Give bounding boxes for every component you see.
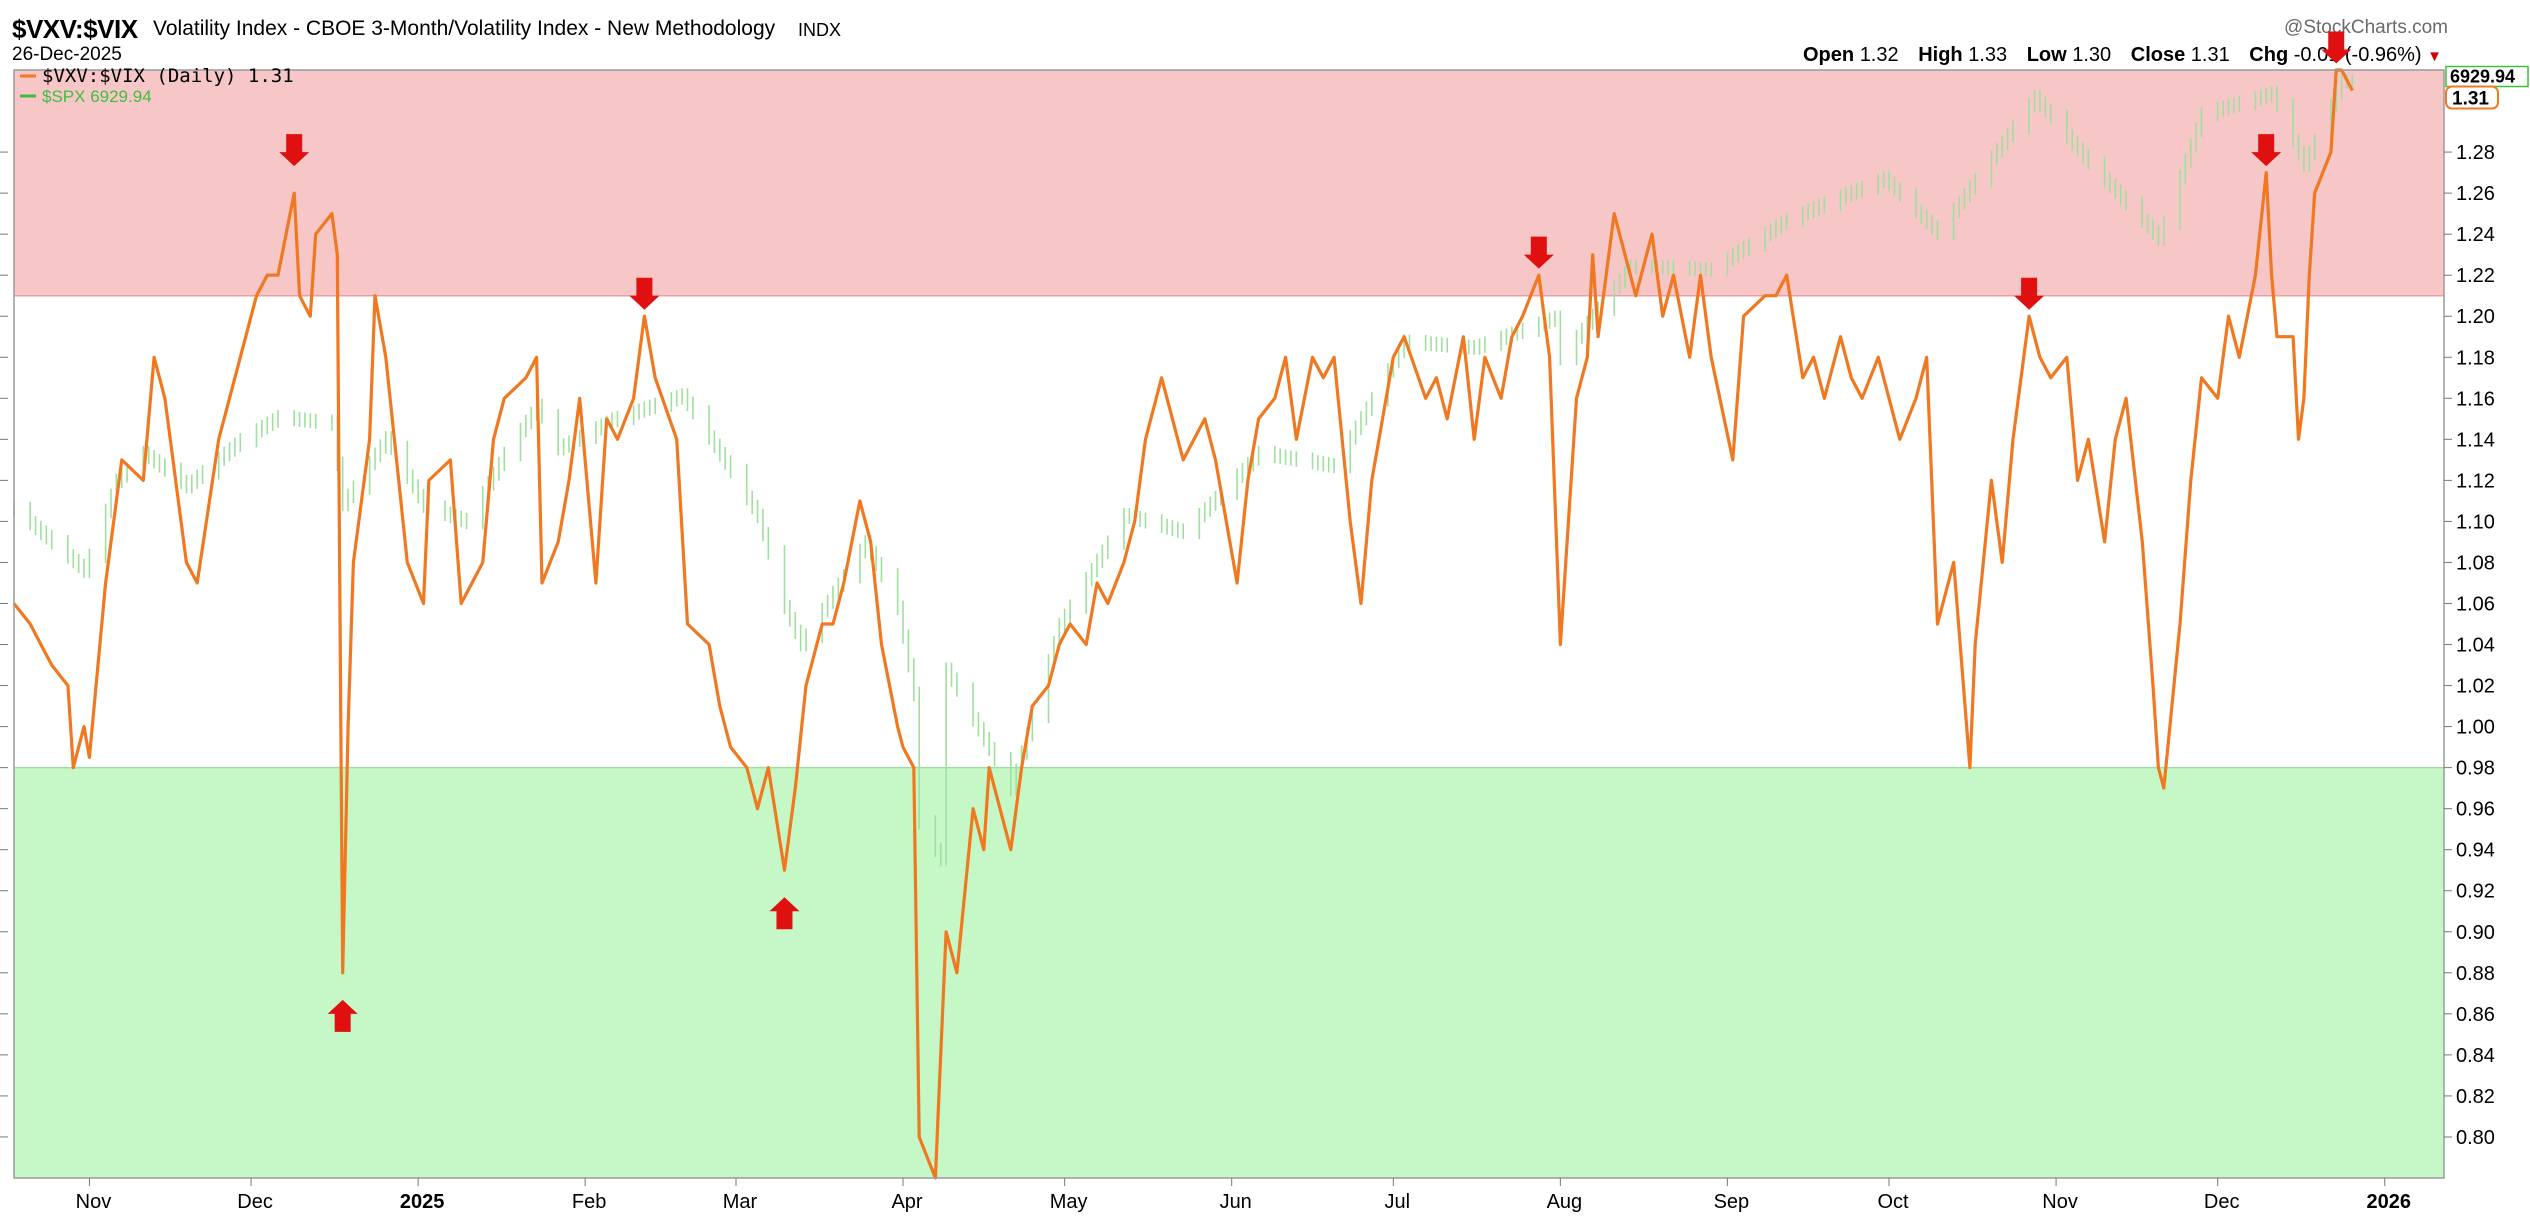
x-tick-label: Aug [1547, 1191, 1583, 1213]
y-tick-label: 1.28 [2456, 142, 2495, 164]
down-arrow-icon [2321, 31, 2352, 64]
chart-description: Volatility Index - CBOE 3-Month/Volatili… [153, 17, 776, 40]
y-tick-label: 0.92 [2456, 881, 2495, 903]
change-label: Chg [2249, 44, 2289, 66]
annotation-arrows [279, 31, 2352, 1032]
chart-symbol: $VXV:$VIX [12, 14, 138, 44]
open-value: 1.32 [1859, 44, 1899, 66]
down-arrow-icon [2251, 134, 2282, 167]
y-tick-label: 1.10 [2456, 511, 2495, 533]
x-tick-label: Sep [1714, 1191, 1750, 1213]
y-tick-label: 1.14 [2456, 429, 2495, 451]
chart-date: 26-Dec-2025 [12, 44, 122, 65]
down-arrow-icon [629, 277, 660, 310]
y-tick-label: 1.12 [2456, 470, 2495, 492]
y-tick-label: 1.04 [2456, 635, 2495, 657]
spx-last-value: 6929.94 [2450, 67, 2515, 87]
y-tick-label: 1.22 [2456, 265, 2495, 287]
legend-label: $VXV:$VIX (Daily) 1.31 [42, 65, 294, 87]
down-arrow-icon [1523, 236, 1554, 269]
x-axis: Nov Dec 2025 Feb Mar Apr May Jun Jul Aug Sep Oct Nov… [76, 1178, 2411, 1213]
low-value: 1.30 [2072, 44, 2112, 66]
y-tick-label: 1.26 [2456, 183, 2495, 205]
y-tick-label: 1.24 [2456, 224, 2495, 246]
up-arrow-icon [327, 999, 358, 1032]
x-tick-label: Oct [1877, 1191, 1909, 1213]
high-label: High [1918, 44, 1963, 66]
y-tick-label: 1.16 [2456, 388, 2495, 410]
plot-frame [13, 69, 2445, 1179]
x-tick-label: Apr [891, 1191, 922, 1213]
ratio-last-tag [2445, 85, 2499, 110]
close-label: Close [2130, 44, 2186, 66]
y-tick-label: 1.08 [2456, 552, 2495, 574]
spx-series [13, 73, 2354, 867]
x-tick-label: Mar [723, 1191, 758, 1213]
down-arrow-icon [279, 134, 310, 167]
x-tick-label: Dec [2204, 1191, 2240, 1213]
zone-layer [14, 70, 2444, 1178]
x-tick-label: Feb [572, 1191, 606, 1213]
y-tick-label: 0.86 [2456, 1004, 2495, 1026]
y-tick-label: 0.84 [2456, 1045, 2495, 1067]
y-axis: 0.80 0.82 0.84 0.86 0.88 0.90 0.92 0.94 0.96 0.98… [2444, 142, 2495, 1149]
y-tick-label: 0.88 [2456, 963, 2495, 985]
x-tick-label: Dec [237, 1191, 273, 1213]
left-axis-stubs [0, 151, 8, 1138]
y-tick-label: 1.00 [2456, 717, 2495, 739]
up-arrow-icon [769, 897, 800, 930]
x-tick-label: Jul [1385, 1191, 1411, 1213]
last-value-tags: 6929.941.31 [2445, 65, 2529, 110]
x-tick-label: Jun [1220, 1191, 1252, 1213]
ratio-last-value: 1.31 [2452, 89, 2489, 110]
x-tick-label: Nov [2042, 1191, 2078, 1213]
x-tick-label: Nov [76, 1191, 112, 1213]
exchange-label: INDX [798, 20, 842, 40]
y-tick-label: 0.98 [2456, 758, 2495, 780]
close-value: 1.31 [2190, 44, 2230, 66]
y-tick-label: 1.18 [2456, 347, 2495, 369]
y-tick-label: 0.94 [2456, 840, 2495, 862]
lower-zone [14, 767, 2444, 1178]
y-tick-label: 0.90 [2456, 922, 2495, 944]
change-down-icon: ▼ [2427, 48, 2442, 65]
legend: $VXV:$VIX (Daily) 1.31$SPX 6929.94 [20, 65, 294, 106]
y-tick-label: 1.02 [2456, 676, 2495, 698]
high-value: 1.33 [1968, 44, 2008, 66]
x-tick-label: 2025 [400, 1191, 445, 1213]
brand-watermark: @StockCharts.com [2284, 17, 2448, 38]
upper-zone [14, 70, 2444, 296]
open-label: Open [1803, 44, 1855, 66]
y-tick-label: 0.96 [2456, 799, 2495, 821]
low-label: Low [2026, 44, 2067, 66]
ohlc-readout: Open 1.32 High 1.33 Low 1.30 Close 1.31 … [1803, 44, 2442, 67]
y-tick-label: 0.82 [2456, 1086, 2495, 1108]
x-tick-label: May [1050, 1191, 1088, 1213]
y-tick-label: 1.20 [2456, 306, 2495, 328]
y-tick-label: 1.06 [2456, 593, 2495, 615]
ratio-series-line [12, 68, 2354, 1180]
down-arrow-icon [2014, 277, 2045, 310]
x-tick-label: 2026 [2366, 1191, 2411, 1213]
y-tick-label: 0.80 [2456, 1127, 2495, 1149]
legend-label: $SPX 6929.94 [42, 87, 152, 106]
